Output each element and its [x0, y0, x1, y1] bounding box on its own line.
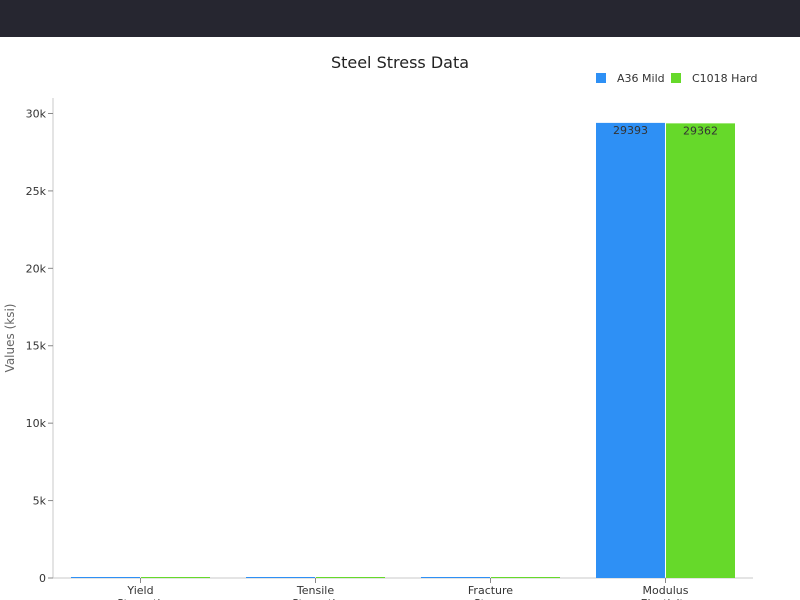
axes: 05k10k15k20k25k30kYieldStrengthTensileSt… [26, 98, 753, 600]
legend-label: A36 Mild [617, 72, 665, 85]
y-axis-label: Values (ksi) [3, 304, 17, 373]
bar [421, 577, 490, 578]
legend-swatch [596, 73, 606, 83]
x-tick-label: Elasticity [641, 597, 691, 600]
x-tick-label: Stress [474, 597, 508, 600]
bar [71, 577, 140, 578]
bar-value-label: 29393 [613, 124, 648, 137]
bar-value-label: 29362 [683, 124, 718, 137]
window-top-bar [0, 0, 800, 37]
x-tick-label: Strength [117, 597, 165, 600]
x-tick-label: Fracture [468, 584, 513, 597]
x-tick-label: Tensile [296, 584, 334, 597]
y-tick-label: 20k [26, 262, 47, 275]
legend: A36 Mild C1018 Hard [596, 72, 758, 85]
y-tick-label: 10k [26, 417, 47, 430]
y-tick-label: 5k [33, 495, 47, 508]
legend-label: C1018 Hard [692, 72, 758, 85]
x-tick-label: Yield [126, 584, 153, 597]
y-tick-label: 15k [26, 340, 47, 353]
bars: 29393 29362 [71, 122, 735, 579]
y-tick-label: 25k [26, 185, 47, 198]
chart-title: Steel Stress Data [331, 53, 469, 72]
bar [316, 577, 385, 578]
legend-swatch [671, 73, 681, 83]
x-tick-label: Modulus [643, 584, 689, 597]
bar [491, 577, 560, 578]
bar [596, 122, 665, 579]
y-tick-label: 30k [26, 107, 47, 120]
x-tick-label: Strength [292, 597, 340, 600]
bar [246, 577, 315, 578]
y-tick-label: 0 [39, 572, 46, 585]
bar [141, 577, 210, 578]
bar [666, 123, 735, 578]
